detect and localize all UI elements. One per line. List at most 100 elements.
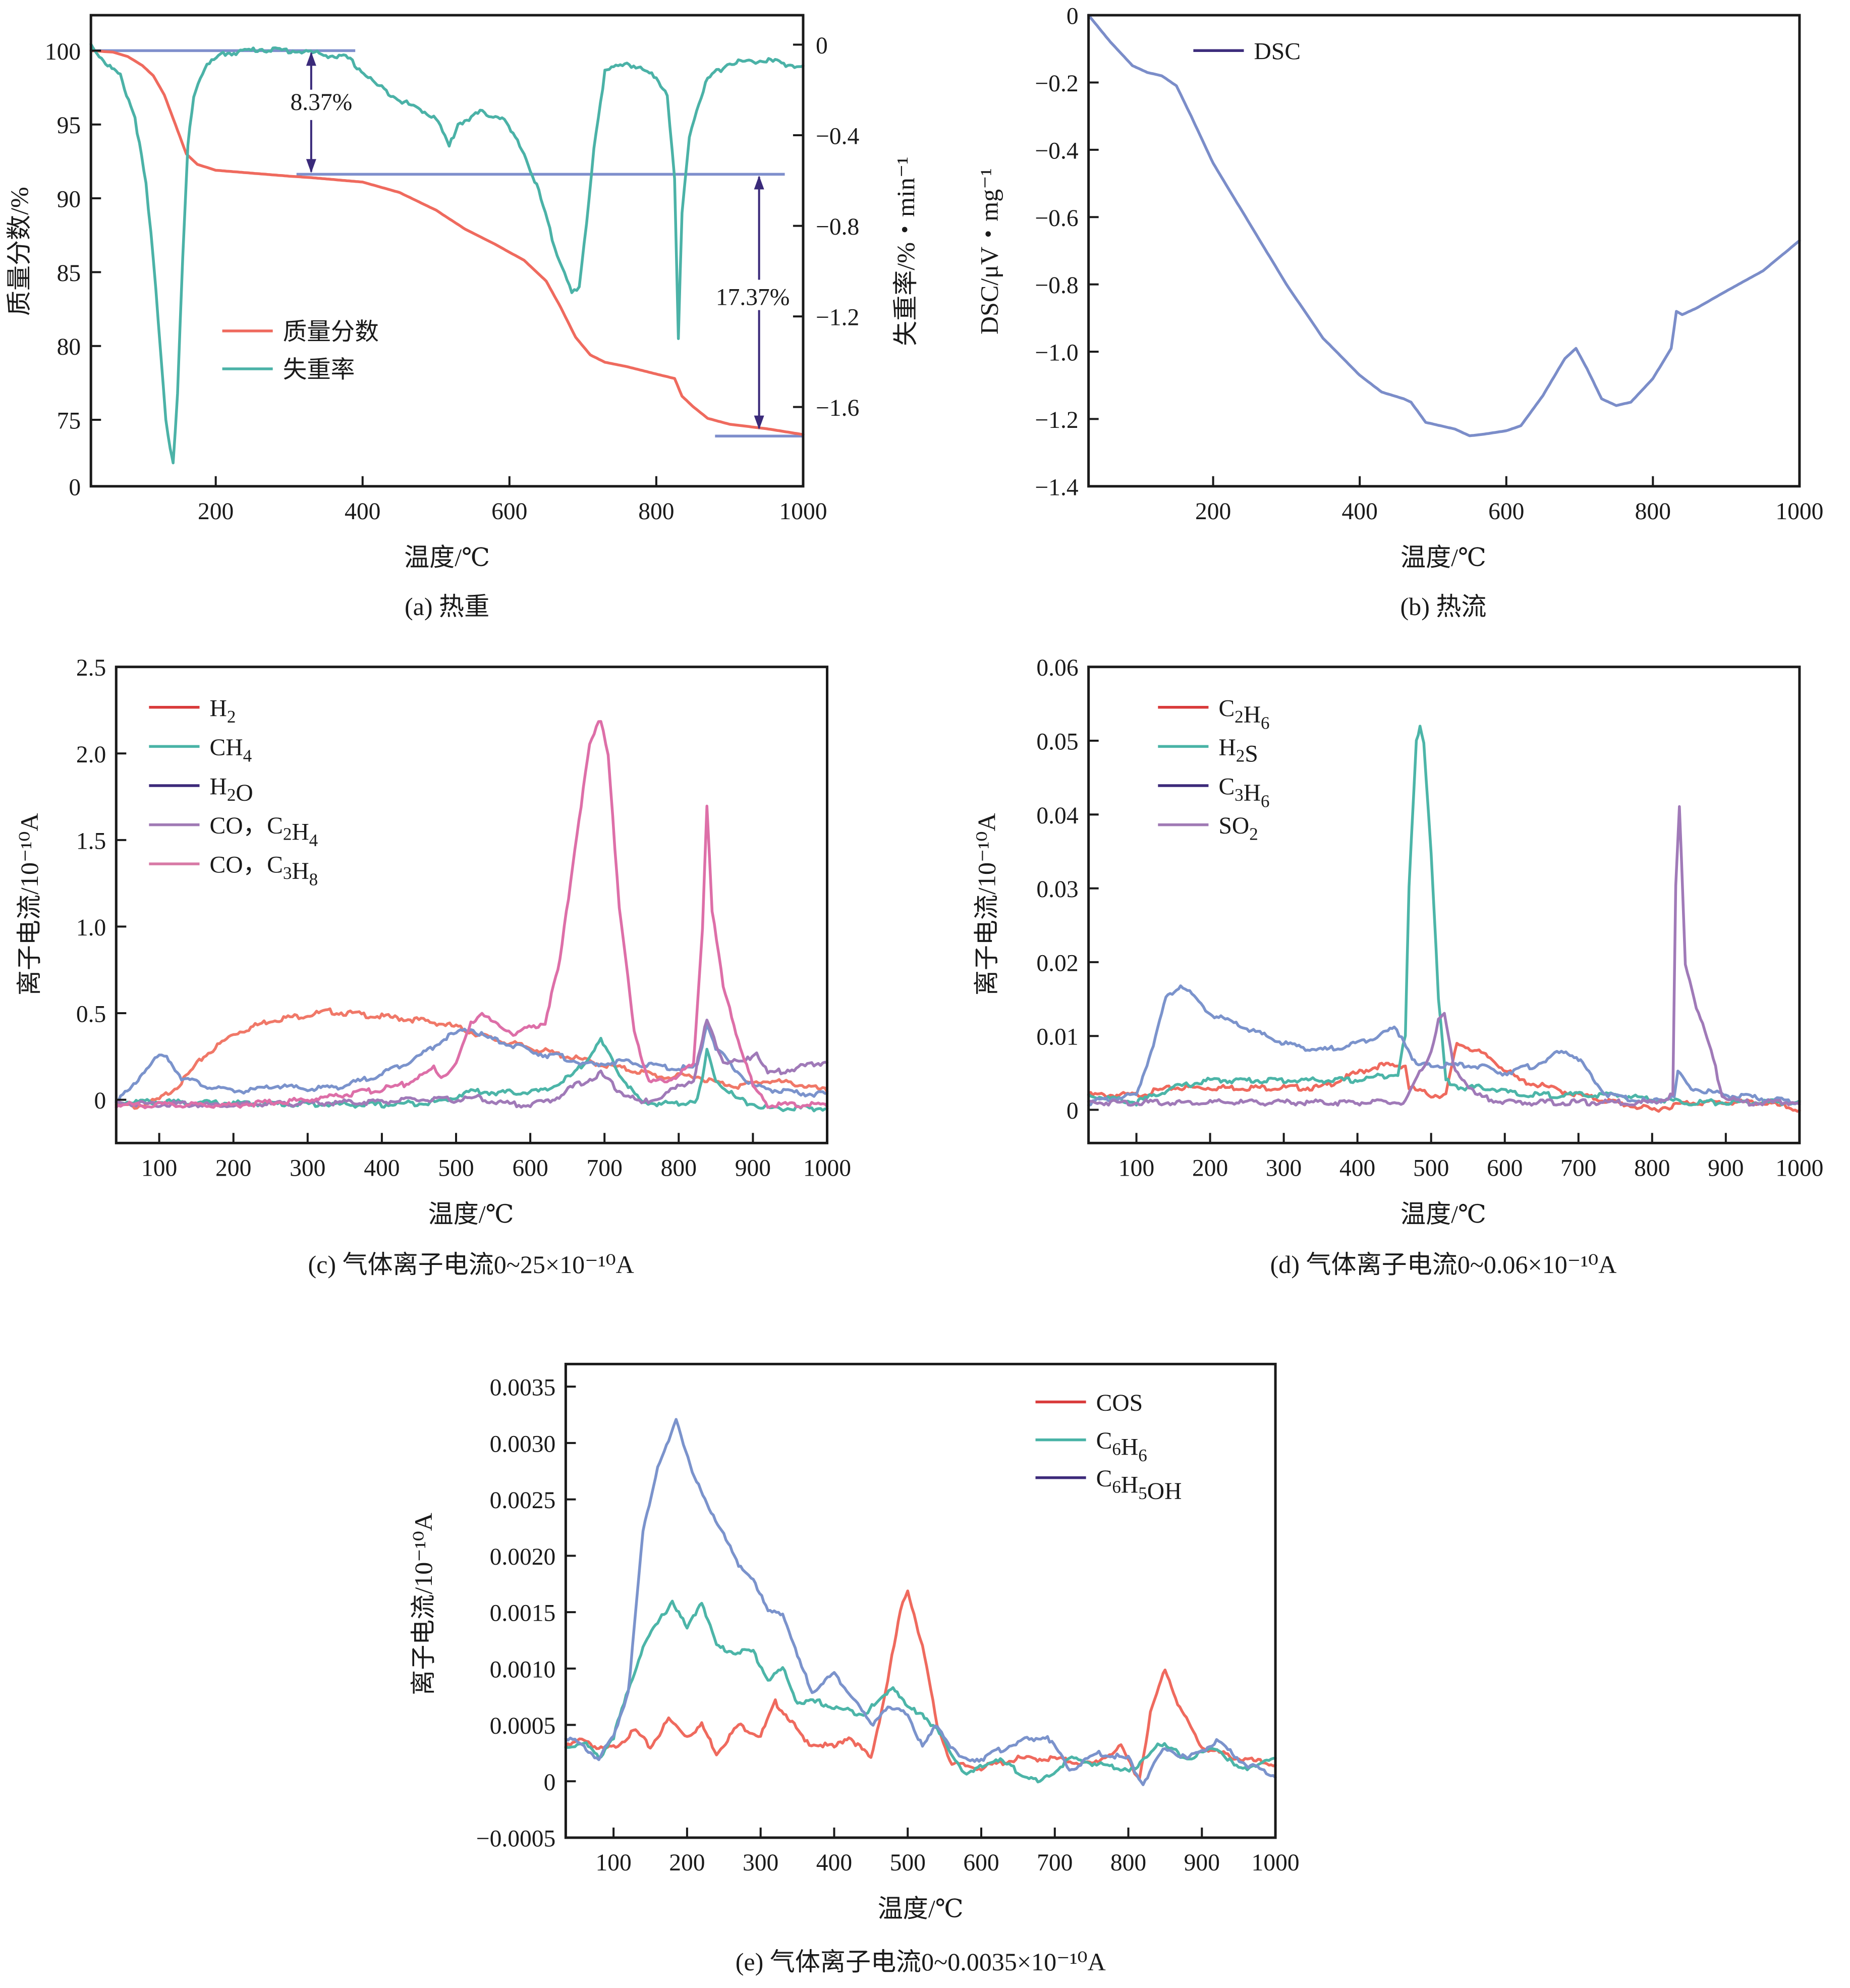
legend-item: SO2 <box>1158 813 1258 844</box>
y-tick-label: 2.0 <box>76 742 106 768</box>
y-tick-label: 75 <box>57 408 81 434</box>
legend-item: C3H6 <box>1158 774 1270 811</box>
plot-frame <box>564 1362 1277 1839</box>
y-axis-label: DSC/μV・mg⁻¹ <box>975 168 1003 335</box>
series-line-2 <box>1087 984 1801 1107</box>
curves <box>1087 725 1801 1113</box>
y2-tick-label: −0.8 <box>816 214 859 240</box>
plot-frame <box>89 14 805 488</box>
x-tick-label: 400 <box>1342 499 1378 525</box>
y-tick-label: 0.01 <box>1036 1024 1078 1051</box>
y-tick-label: 0.02 <box>1036 950 1078 976</box>
x-tick-label: 600 <box>1488 499 1524 525</box>
y-tick-label: 0.0035 <box>490 1375 556 1401</box>
panel-e-ion-current: 100 200 300 400 500 600 700 800 900 1000 −0.0005 0 0… <box>409 1362 1300 1976</box>
axis-ticks: 100 200 300 400 500 600 700 800 900 1000 0 0.5 1.0 1.… <box>76 655 851 1181</box>
series-line-0 <box>115 1007 829 1110</box>
y-tick-label: 0 <box>1067 4 1079 30</box>
legend-item: DSC <box>1193 39 1301 65</box>
x-tick-label: 900 <box>1184 1850 1220 1876</box>
panel-c-ion-current: 100 200 300 400 500 600 700 800 900 1000 0 0.5 1.0 1.… <box>15 655 851 1279</box>
x-tick-label: 600 <box>1487 1155 1523 1181</box>
x-tick-label: 400 <box>1339 1155 1375 1181</box>
x-tick-label: 700 <box>1560 1155 1596 1181</box>
x-tick-label: 300 <box>743 1850 778 1876</box>
y-axis-label: 离子电流/10⁻¹⁰A <box>15 813 43 996</box>
x-tick-label: 800 <box>1110 1850 1146 1876</box>
axis-ticks: 200 400 600 800 1000 100 95 90 85 80 75 0 0 −0.4 −0.8 −… <box>45 33 860 525</box>
x-tick-label: 500 <box>890 1850 926 1876</box>
series-line-3 <box>115 1018 829 1109</box>
y-tick-label: 85 <box>57 260 81 287</box>
y2-tick-label: 0 <box>816 33 828 59</box>
annotation-arrow: 17.37% <box>716 175 802 430</box>
y-tick-label: 0.0025 <box>490 1487 556 1514</box>
y-tick-label: 0.0010 <box>490 1656 556 1683</box>
y-tick-label: 80 <box>57 334 81 360</box>
y-tick-label: 0 <box>544 1770 556 1796</box>
x-axis-label: 温度/℃ <box>428 1200 514 1228</box>
x-tick-label: 1000 <box>1252 1850 1300 1876</box>
series-line-4 <box>115 720 829 1110</box>
y2-axis-label: 失重率/%・min⁻¹ <box>891 157 920 346</box>
y-tick-label: 0 <box>69 474 81 501</box>
series-line-1 <box>564 1599 1277 1784</box>
legend-item: CO，C2H4 <box>149 813 318 850</box>
axis-ticks: 100 200 300 400 500 600 700 800 900 1000 −0.0005 0 0… <box>476 1375 1300 1876</box>
x-tick-label: 1000 <box>1775 499 1823 525</box>
x-tick-label: 600 <box>963 1850 999 1876</box>
y-tick-label: 0.03 <box>1036 876 1078 903</box>
x-axis-label: 温度/℃ <box>404 543 490 571</box>
x-tick-label: 800 <box>1635 499 1671 525</box>
legend-label: COS <box>1096 1390 1143 1416</box>
legend-item: H2 <box>149 695 236 727</box>
x-tick-label: 900 <box>1708 1155 1744 1181</box>
legend-label: CO，C3H8 <box>210 852 318 890</box>
y-tick-label: 0.06 <box>1036 655 1078 681</box>
legend-label: DSC <box>1254 39 1301 65</box>
series-line-1 <box>89 42 805 465</box>
panel-caption: (a) 热重 <box>405 592 489 621</box>
series-line-0 <box>1087 14 1801 437</box>
panel-caption: (c) 气体离子电流0~25×10⁻¹⁰A <box>308 1250 634 1279</box>
x-tick-label: 1000 <box>803 1155 851 1181</box>
x-tick-label: 700 <box>1037 1850 1073 1876</box>
legend-label: C6H5OH <box>1096 1466 1182 1505</box>
y-tick-label: −0.8 <box>1035 272 1078 299</box>
panel-caption: (d) 气体离子电流0~0.06×10⁻¹⁰A <box>1270 1250 1617 1279</box>
plot-frame <box>1087 666 1801 1144</box>
curves <box>115 720 829 1113</box>
x-axis-label: 温度/℃ <box>1400 1200 1486 1228</box>
y-tick-label: 0 <box>1067 1098 1079 1124</box>
x-axis-label: 温度/℃ <box>878 1895 964 1923</box>
x-tick-label: 800 <box>638 499 674 525</box>
y-tick-label: 0.0005 <box>490 1713 556 1739</box>
y-tick-label: 90 <box>57 187 81 213</box>
x-tick-label: 200 <box>1192 1155 1228 1181</box>
x-tick-label: 200 <box>215 1155 251 1181</box>
x-tick-label: 300 <box>1266 1155 1302 1181</box>
x-tick-label: 300 <box>290 1155 325 1181</box>
x-tick-label: 600 <box>512 1155 548 1181</box>
axis-ticks: 100 200 300 400 500 600 700 800 900 1000 0 0.01 0.02… <box>1036 655 1823 1181</box>
y-tick-label: 100 <box>45 39 81 65</box>
legend-item: 失重率 <box>222 357 355 383</box>
legend-item: C6H6 <box>1035 1428 1147 1465</box>
legend-item: CO，C3H8 <box>149 852 318 890</box>
x-tick-label: 100 <box>141 1155 177 1181</box>
annotation-label: 17.37% <box>716 285 790 311</box>
series-line-1 <box>115 1036 829 1113</box>
x-tick-label: 700 <box>587 1155 623 1181</box>
axis-ticks: 200 400 600 800 1000 0 −0.2 −0.4 −0.6 −0.8 −1.0 −1.… <box>1035 4 1823 525</box>
legend-item: COS <box>1035 1390 1143 1416</box>
legend-label: 质量分数 <box>283 319 379 345</box>
panel-b-heat-flow: 200 400 600 800 1000 0 −0.2 −0.4 −0.6 −0.8 −1.0 −1.… <box>975 4 1823 621</box>
plot-frame <box>115 666 829 1144</box>
y-tick-label: 0.5 <box>76 1002 106 1028</box>
series-line-2 <box>564 1418 1277 1786</box>
y-tick-label: −0.6 <box>1035 205 1078 232</box>
y2-tick-label: −0.4 <box>816 124 859 150</box>
